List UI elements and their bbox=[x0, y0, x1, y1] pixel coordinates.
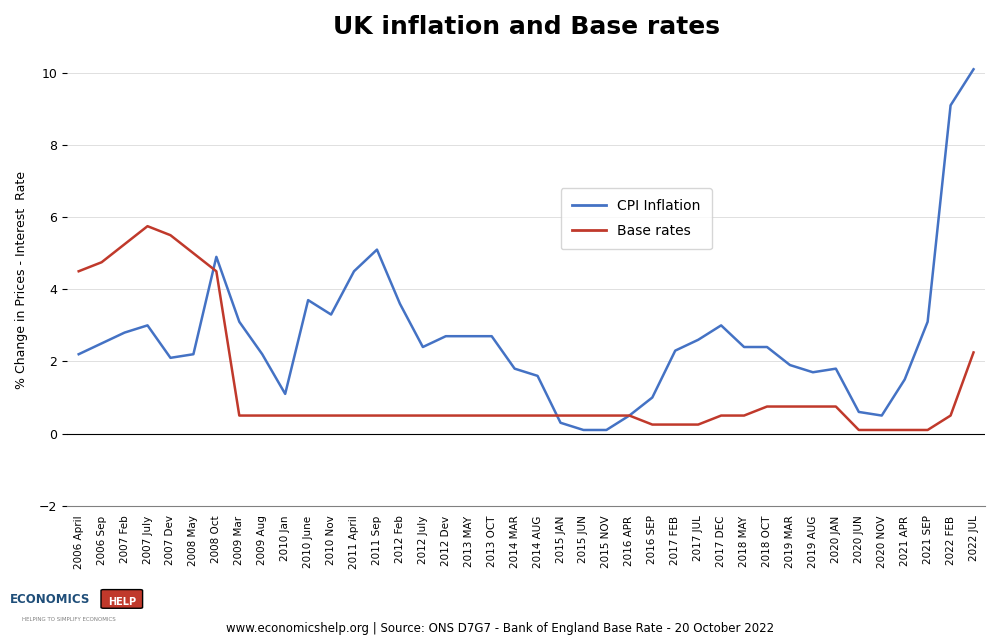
Text: HELPING TO SIMPLIFY ECONOMICS: HELPING TO SIMPLIFY ECONOMICS bbox=[22, 617, 115, 622]
Legend: CPI Inflation, Base rates: CPI Inflation, Base rates bbox=[561, 188, 712, 250]
Y-axis label: % Change in Prices - Interest  Rate: % Change in Prices - Interest Rate bbox=[15, 171, 28, 389]
Title: UK inflation and Base rates: UK inflation and Base rates bbox=[333, 15, 720, 39]
FancyBboxPatch shape bbox=[101, 589, 143, 608]
Text: www.economicshelp.org | Source: ONS D7G7 - Bank of England Base Rate - 20 Octobe: www.economicshelp.org | Source: ONS D7G7… bbox=[226, 622, 774, 635]
Text: ECONOMICS: ECONOMICS bbox=[10, 593, 90, 606]
Text: HELP: HELP bbox=[108, 597, 136, 606]
